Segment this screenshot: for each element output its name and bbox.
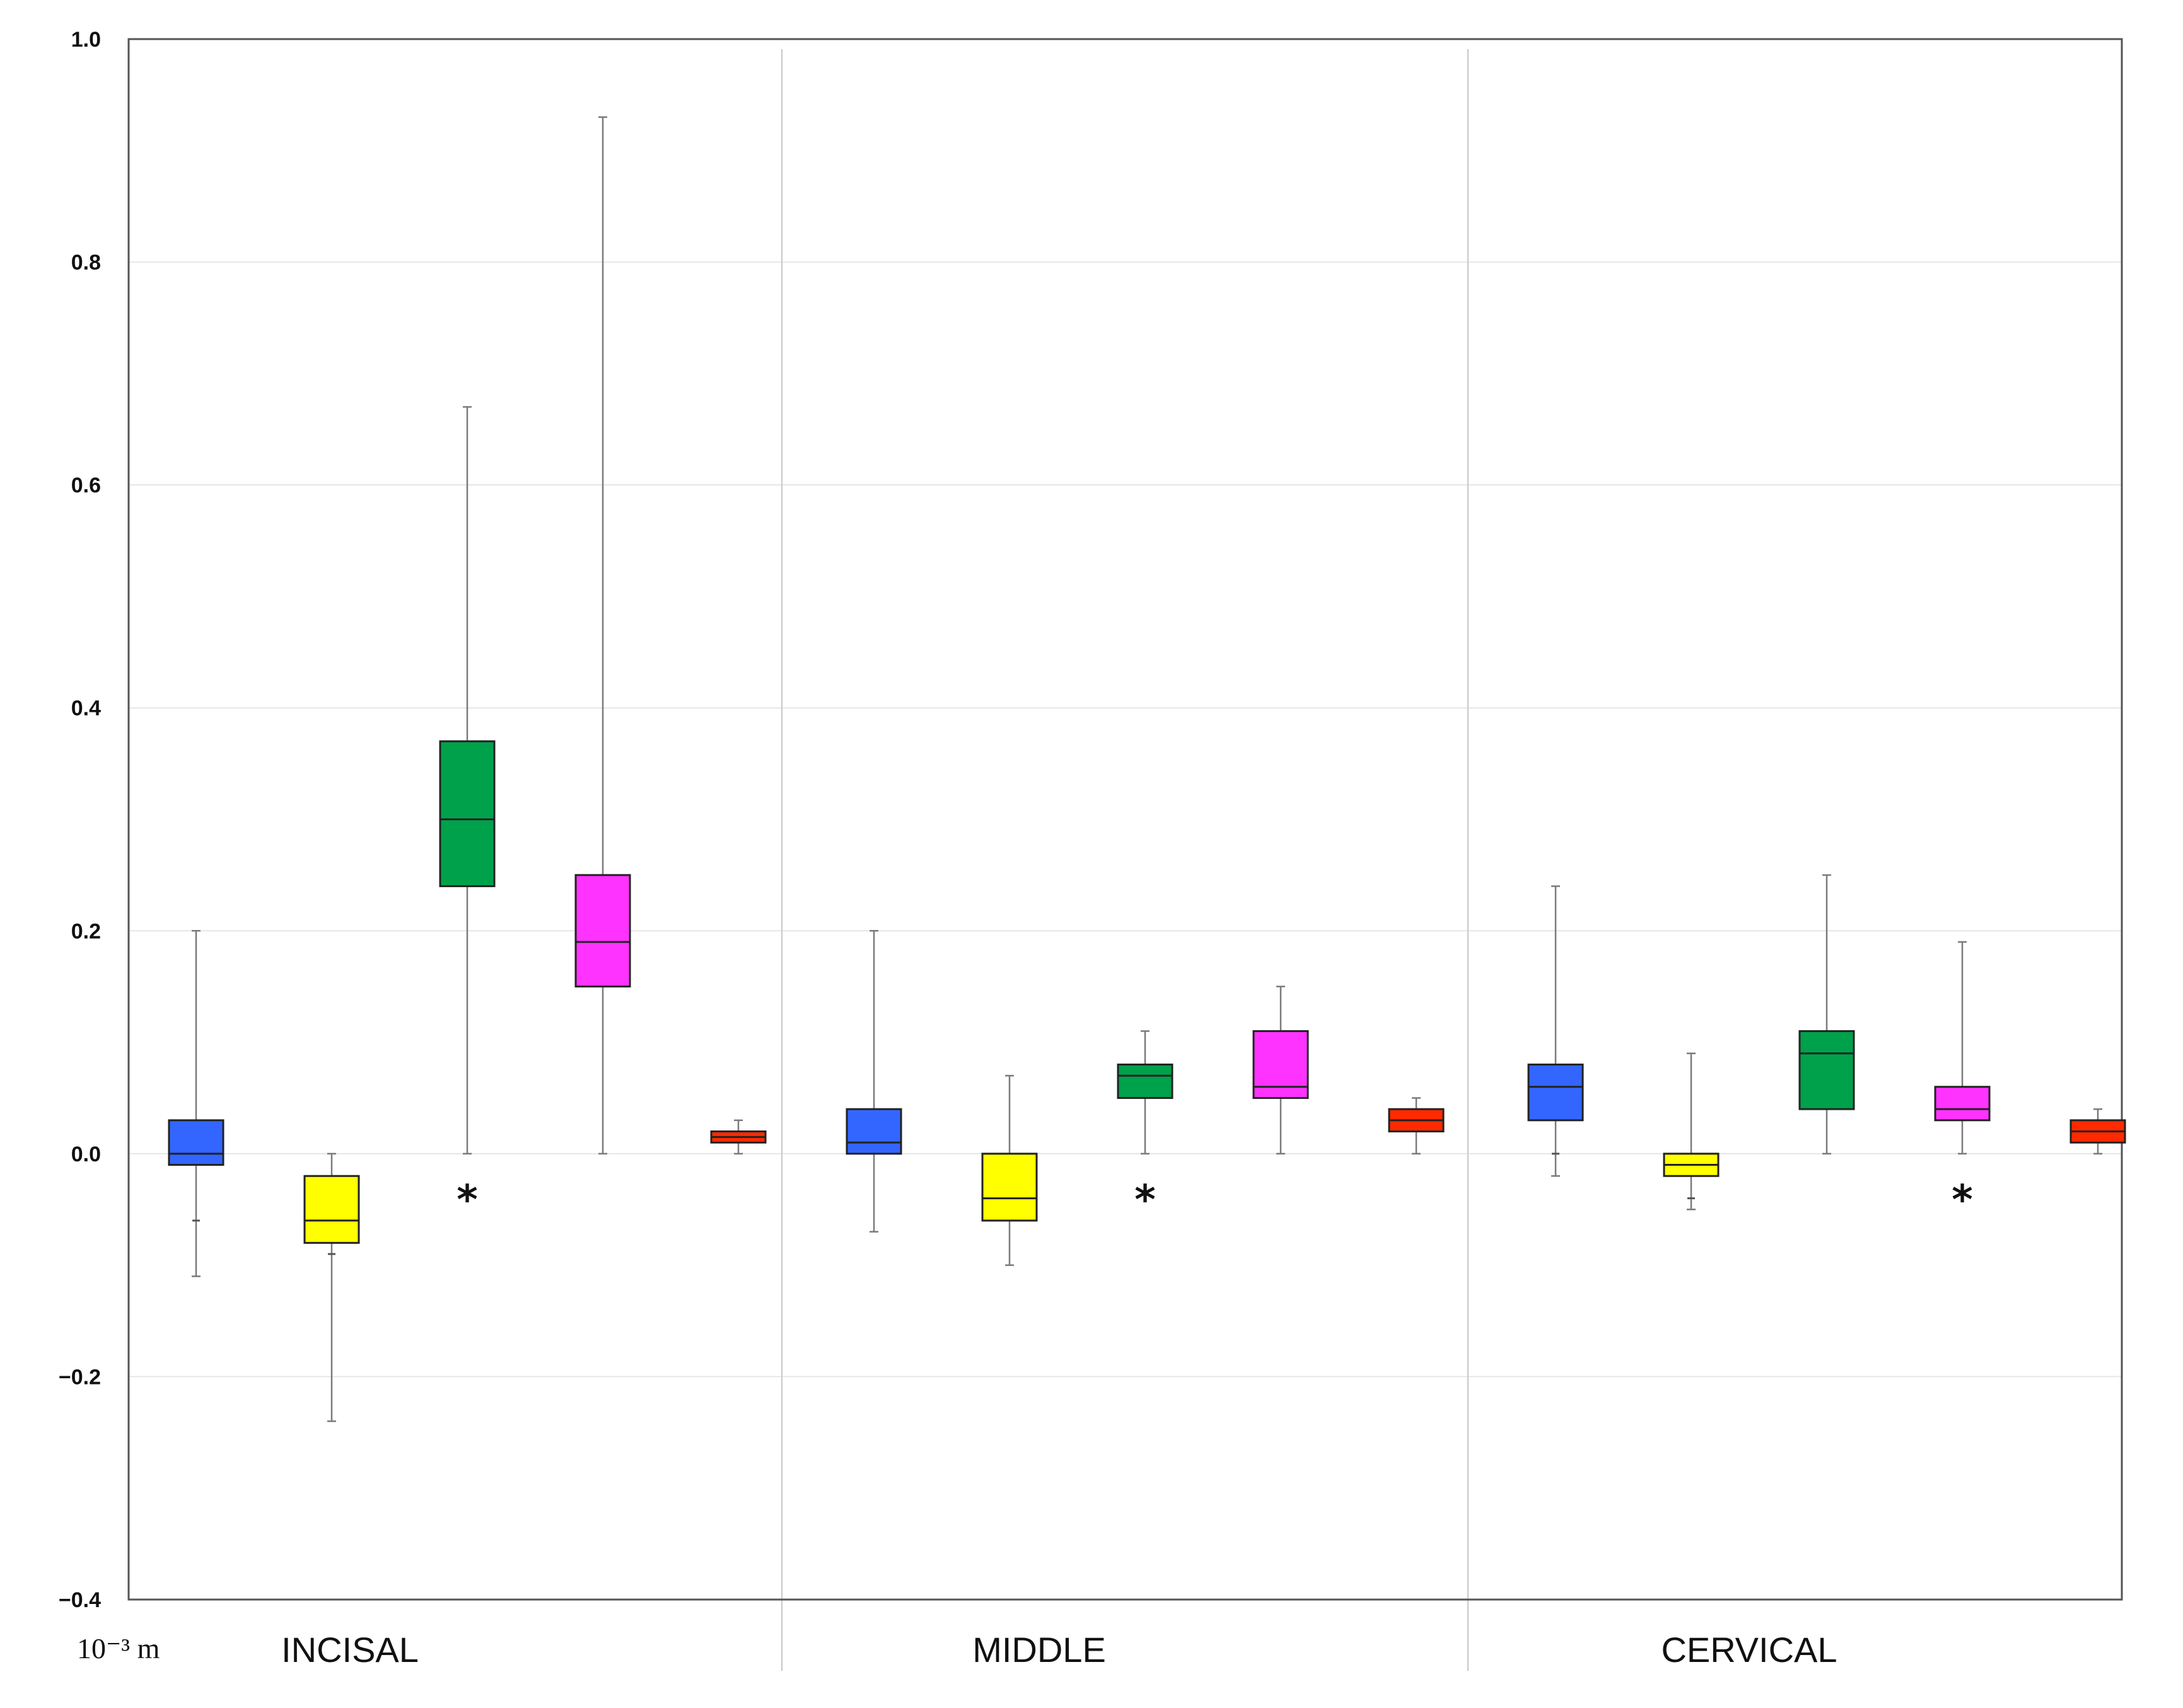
group-separators (781, 49, 1469, 1671)
y-axis-ticks: 1.0 0.8 0.6 0.4 0.2 0.0 −0.2 −0.4 (59, 28, 101, 1612)
box-1 (1527, 885, 1584, 1177)
group-label-cervical: CERVICAL (1661, 1630, 1837, 1670)
box-1 (168, 930, 224, 1277)
iqr-box (1934, 1086, 1991, 1122)
y-tick-label: 0.4 (71, 697, 101, 721)
box-5 (1388, 1097, 1445, 1155)
significance-marker: * (1134, 1177, 1155, 1224)
y-tick-label: −0.2 (59, 1365, 101, 1389)
unit-label: 10⁻³ m (77, 1632, 160, 1664)
box-2 (981, 1074, 1038, 1266)
group-label-middle: MIDDLE (972, 1630, 1106, 1670)
group-cervical: * (1527, 874, 2126, 1224)
iqr-box (846, 1108, 902, 1155)
box-2 (1663, 1052, 1720, 1211)
iqr-box (1527, 1063, 1584, 1122)
significance-marker: * (1952, 1177, 1972, 1224)
iqr-box (1117, 1063, 1173, 1099)
box-2 (303, 1153, 360, 1422)
iqr-box (439, 740, 496, 888)
box-4 (1252, 985, 1309, 1155)
group-label-incisal: INCISAL (281, 1630, 419, 1670)
y-tick-label: 1.0 (71, 28, 101, 52)
box-1 (846, 930, 902, 1233)
box-5 (2069, 1108, 2126, 1155)
plot-area-frame (127, 38, 2123, 1601)
grid-lines (129, 38, 2122, 1600)
y-tick-label: 0.0 (71, 1142, 101, 1166)
group-labels: INCISAL MIDDLE CERVICAL (281, 1630, 1837, 1670)
iqr-box (303, 1175, 360, 1244)
iqr-box (168, 1119, 224, 1166)
group-incisal: * (168, 116, 767, 1422)
box-4: * (1934, 941, 1991, 1224)
box-3: * (1117, 1030, 1173, 1224)
iqr-box (1252, 1030, 1309, 1099)
box-4 (574, 116, 631, 1155)
group-middle: * (846, 930, 1445, 1266)
box-series: * * * (168, 116, 2126, 1422)
box-3: * (439, 406, 496, 1224)
y-tick-label: 0.8 (71, 251, 101, 275)
iqr-box (981, 1153, 1038, 1222)
box-5 (710, 1119, 767, 1155)
y-tick-label: 0.6 (71, 473, 101, 497)
box-3 (1798, 874, 1855, 1155)
significance-marker: * (457, 1177, 477, 1224)
y-tick-label: 0.2 (71, 919, 101, 943)
iqr-box (1798, 1030, 1855, 1110)
iqr-box (574, 874, 631, 988)
y-tick-label: −0.4 (59, 1588, 101, 1612)
